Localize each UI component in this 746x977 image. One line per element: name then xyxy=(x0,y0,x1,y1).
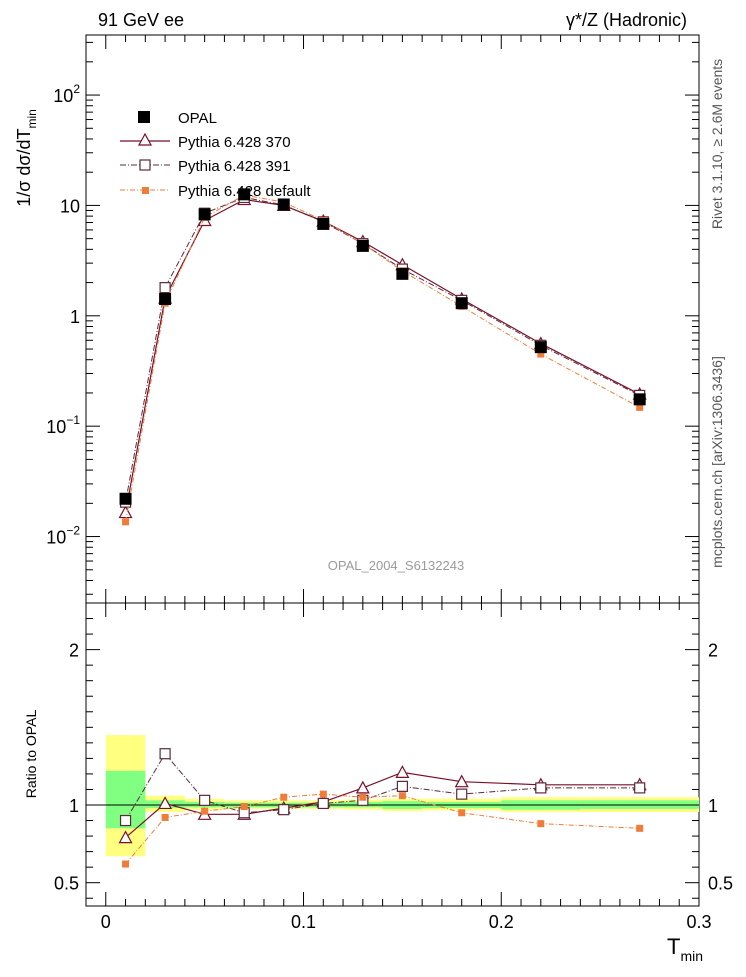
main-line-p391 xyxy=(125,196,640,503)
ratio-point-p391 xyxy=(159,748,171,760)
x-tick-label: 0.3 xyxy=(686,912,711,932)
legend-marker-pdefault xyxy=(142,187,149,194)
ratio-point-pdefault xyxy=(201,807,209,815)
ratio-point-p391 xyxy=(456,788,468,800)
main-plot-layer: 10−2 10−1 1 10 102 xyxy=(46,41,699,595)
ratio-point-pdefault xyxy=(161,813,169,821)
main-point-data xyxy=(534,341,547,354)
ratio-point-pdefault xyxy=(636,824,644,832)
x-axis-label-sub: min xyxy=(680,948,703,964)
main-point-p370 xyxy=(118,505,133,519)
main-point-data xyxy=(396,267,409,280)
ratio-plot-layer: 0.5 0.5 1 1 2 2 xyxy=(54,618,733,899)
ratio-point-p370 xyxy=(118,830,133,844)
legend-label-opal: OPAL xyxy=(178,110,217,127)
ratio-point-p391 xyxy=(396,780,408,792)
ratio-ytick-label-right: 1 xyxy=(708,796,718,816)
x-axis-label: Tmin xyxy=(667,934,703,964)
main-point-p391 xyxy=(159,282,171,294)
legend-marker-p370 xyxy=(137,132,153,146)
legend-label-p391: Pythia 6.428 391 xyxy=(178,158,291,175)
legend-marker-p391 xyxy=(139,159,151,171)
ratio-point-p391 xyxy=(119,814,132,827)
ratio-point-p370 xyxy=(454,774,469,788)
ratio-point-pdefault xyxy=(240,803,248,811)
header-left: 91 GeV ee xyxy=(98,10,184,30)
main-point-data xyxy=(317,217,330,230)
legend: OPAL Pythia 6.428 370 Pythia 6.428 391 P… xyxy=(120,110,311,200)
ratio-point-p391 xyxy=(199,794,211,806)
ratio-point-p370 xyxy=(395,765,410,778)
ratio-ytick-label-left: 2 xyxy=(69,641,79,661)
main-point-pdefault xyxy=(636,403,644,411)
ratio-ylabel: Ratio to OPAL xyxy=(23,710,39,799)
ratio-ytick-label-right: 0.5 xyxy=(708,874,733,894)
ratio-point-p391 xyxy=(535,782,547,794)
x-tick-label: 0.1 xyxy=(291,912,316,932)
main-point-data xyxy=(238,188,251,201)
main-ylabel-text: 1/σ dσ/dT xyxy=(14,129,34,207)
main-ytick-label: 10−1 xyxy=(46,413,80,437)
ratio-point-pdefault xyxy=(458,809,466,817)
ratio-line-p391 xyxy=(125,752,640,821)
ratio-ytick-label-left: 1 xyxy=(69,796,79,816)
ratio-point-p391 xyxy=(278,804,290,816)
main-point-data xyxy=(277,198,290,211)
legend-marker-opal xyxy=(138,111,150,123)
ratio-point-pdefault xyxy=(319,790,327,798)
main-ytick-label: 10 xyxy=(60,196,80,216)
main-point-data xyxy=(159,292,172,305)
main-point-pdefault xyxy=(537,350,545,358)
analysis-watermark: OPAL_2004_S6132243 xyxy=(328,558,464,573)
ratio-ytick-label-right: 2 xyxy=(708,641,718,661)
ratio-point-p391 xyxy=(634,782,646,794)
main-point-data xyxy=(455,297,468,310)
main-line-p370 xyxy=(124,198,640,513)
ratio-point-p370 xyxy=(158,796,173,810)
main-ytick-label: 10−2 xyxy=(46,524,80,548)
main-point-data xyxy=(356,239,369,252)
mcplots-label: mcplots.cern.ch [arXiv:1306.3436] xyxy=(709,356,725,568)
ratio-ytick-label-left: 0.5 xyxy=(54,874,79,894)
x-axis: 0 0.1 0.2 0.3 xyxy=(101,35,712,932)
ratio-point-p370 xyxy=(355,780,370,794)
main-ylabel: 1/σ dσ/dTmin xyxy=(14,109,39,207)
x-tick-label: 0 xyxy=(101,912,111,932)
main-point-pdefault xyxy=(122,518,130,526)
x-tick-label: 0.2 xyxy=(489,912,514,932)
main-ytick-label: 102 xyxy=(53,82,80,106)
header-right: γ*/Z (Hadronic) xyxy=(566,10,687,30)
main-ylabel-sub: min xyxy=(25,109,39,128)
x-axis-label-text: T xyxy=(667,934,680,959)
main-point-data xyxy=(119,492,132,505)
legend-label-p370: Pythia 6.428 370 xyxy=(178,134,291,151)
main-line-pdefault xyxy=(125,194,640,522)
main-ytick-label: 1 xyxy=(70,307,80,327)
ratio-point-p391 xyxy=(317,797,329,810)
legend-label-pdefault: Pythia 6.428 default xyxy=(178,183,311,200)
ratio-panel-frame xyxy=(85,602,700,907)
ratio-point-pdefault xyxy=(122,860,130,868)
main-point-data xyxy=(198,208,211,221)
ratio-point-pdefault xyxy=(280,793,288,801)
ratio-point-pdefault xyxy=(359,793,367,801)
ratio-point-pdefault xyxy=(537,820,545,828)
main-point-data xyxy=(633,393,646,406)
ratio-point-pdefault xyxy=(398,792,406,800)
rivet-label: Rivet 3.1.10, ≥ 2.6M events xyxy=(709,59,725,229)
